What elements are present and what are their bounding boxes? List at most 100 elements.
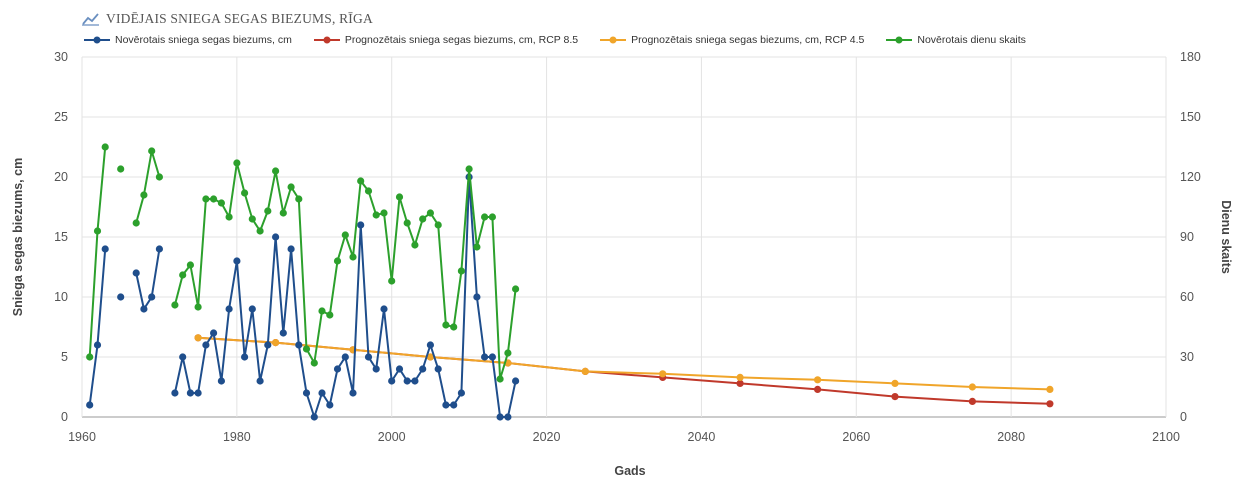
series-1-point [93,341,102,349]
x-tick-label: 2080 [997,430,1025,444]
series-4-point [388,277,396,285]
y2-tick-label: 60 [1180,290,1194,304]
series-4-point [194,303,202,311]
series-4-point [217,199,225,207]
series-3-point [968,383,977,391]
legend-swatch [600,36,627,44]
series-4-point [481,213,489,221]
series-1-point [341,353,349,361]
series-1-line [135,248,161,312]
legend-swatch [313,36,340,44]
legend-item-1[interactable]: Novērotais sniega segas biezums, cm [84,34,292,46]
series-4-point [341,231,349,239]
chart-title: VIDĒJAIS SNIEGA SEGAS BIEZUMS, RĪGA [106,11,373,26]
series-4-point [419,215,427,223]
series-1-point [248,305,256,313]
y2-tick-label: 0 [1180,410,1187,424]
series-4-point [248,215,256,223]
series-4-point [442,321,450,329]
series-1-point [349,389,357,397]
series-1-point [333,365,342,373]
series-4-point [233,159,241,167]
series-4-point [302,345,311,353]
series-4-point [434,221,442,229]
x-tick-label: 2060 [842,430,870,444]
series-4-point [132,219,140,227]
series-1-point [318,389,326,397]
y2-axis-title: Dienu skaits [1219,200,1233,274]
series-4-point [155,173,163,181]
series-4-point [186,261,194,269]
y2-tick-label: 120 [1180,170,1201,184]
legend-item-3[interactable]: Prognozētais sniega segas biezums, cm, R… [600,34,864,46]
x-tick-label: 2040 [688,430,716,444]
x-tick-label: 1960 [68,430,96,444]
series-2-point [891,393,899,401]
series-3-point [272,339,280,347]
series-4-line [88,146,107,358]
series-2-point [736,379,744,387]
series-4-point [93,227,102,235]
series-4-point [295,195,303,203]
series-4-point [202,195,210,203]
series-4-point [349,253,357,261]
legend-label: Prognozētais sniega segas biezums, cm, R… [344,34,579,46]
chart-title-group: VIDĒJAIS SNIEGA SEGAS BIEZUMS, RĪGA [82,10,373,28]
x-tick-label: 2000 [378,430,406,444]
series-1-point [217,377,225,385]
series-3-point [736,373,744,381]
series-3-point [814,376,822,384]
series-4-point [210,195,218,203]
series-1-point [117,293,125,301]
y2-tick-label: 150 [1180,110,1201,124]
series-1-point [488,353,496,361]
series-1-point [132,269,140,277]
series-3-point [1046,385,1054,393]
series-1-point [233,257,241,265]
series-1-point [457,389,465,397]
series-4-point [148,147,156,155]
series-2-point [1046,400,1054,408]
series-1-point [279,329,287,337]
y-tick-label: 10 [54,290,68,304]
series-4-point [403,219,411,227]
y-tick-label: 0 [61,410,68,424]
legend-swatch [886,36,913,44]
y2-tick-label: 30 [1180,350,1194,364]
legend-item-2[interactable]: Prognozētais sniega segas biezums, cm, R… [313,34,579,46]
series-4-point [279,209,287,217]
series-3-point [891,379,899,387]
legend-item-4[interactable]: Novērotais dienu skaits [886,34,1026,46]
series-4-point [310,359,318,367]
legend-label: Novērotais dienu skaits [917,34,1026,46]
series-2-point [968,397,977,405]
series-4-point [86,353,94,361]
y-tick-label: 5 [61,350,68,364]
series-4-point [364,187,373,195]
legend-swatch [84,36,110,44]
series-1-point [411,377,419,385]
series-1-point [388,377,396,385]
series-1-point [272,233,280,241]
series-1-point [194,389,202,397]
series-2-point [814,385,822,393]
x-axis-title: Gads [614,464,645,478]
series-1-point [481,353,489,361]
series-3-point [581,367,589,375]
series-1-point [403,377,411,385]
series-4-point [372,211,380,219]
series-4-point [457,267,465,275]
series-4-point [101,143,109,151]
series-3-point [426,353,434,361]
series-1-point [148,293,156,301]
series-1-point [302,389,311,397]
series-1-point [442,401,450,409]
series-1-point [326,401,334,409]
series-4-point [287,183,295,191]
series-4-point [225,213,233,221]
series-1-point [101,245,109,253]
series-1-point [155,245,163,253]
series-4-point [504,349,512,357]
y-axis-title: Sniega segas biezums, cm [11,158,25,316]
